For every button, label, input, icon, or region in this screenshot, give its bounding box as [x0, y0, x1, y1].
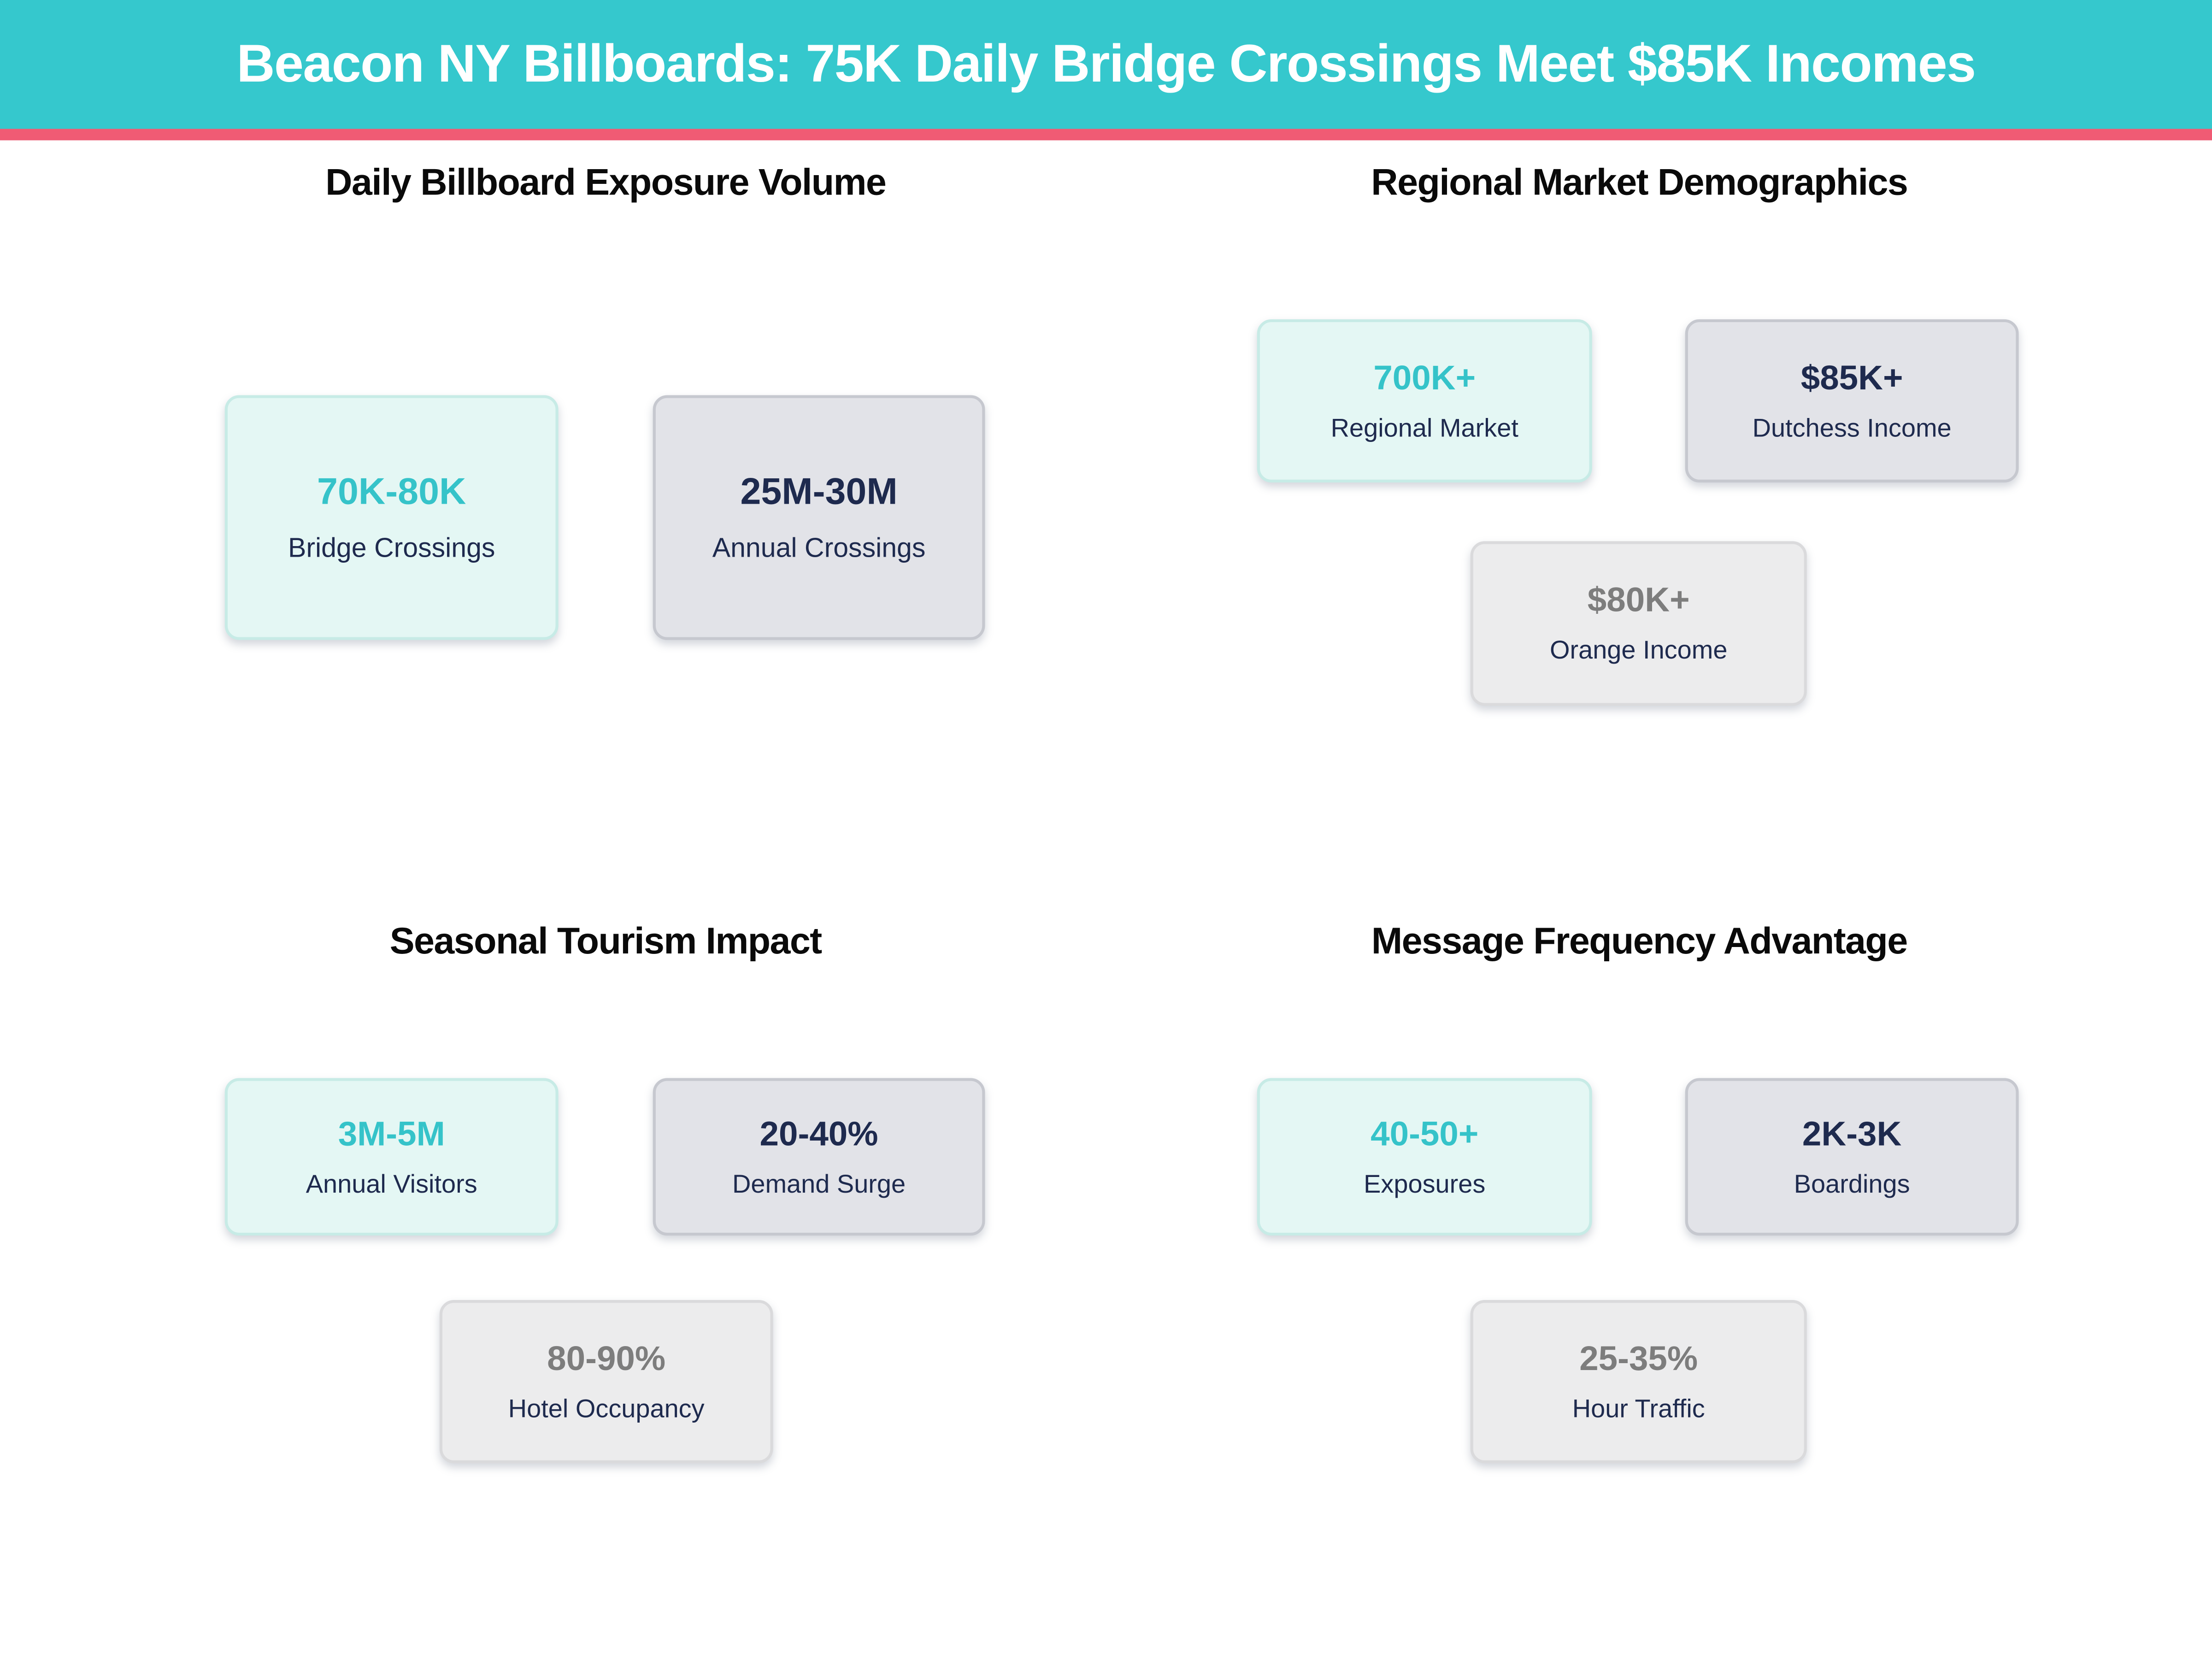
stat-value: 25-35%: [1579, 1339, 1698, 1378]
stat-card-orange-income: $80K+ Orange Income: [1470, 541, 1807, 706]
stat-label: Dutchess Income: [1752, 413, 1952, 442]
stat-value: 70K-80K: [317, 470, 466, 513]
stat-value: 2K-3K: [1802, 1114, 1902, 1153]
header-banner: Beacon NY Billboards: 75K Daily Bridge C…: [0, 0, 2212, 141]
stat-card-exposures: 40-50+ Exposures: [1257, 1078, 1592, 1236]
stat-value: 40-50+: [1371, 1114, 1479, 1153]
section-title-market-demographics: Regional Market Demographics: [1371, 160, 1908, 204]
stat-value: 20-40%: [759, 1114, 878, 1153]
stat-value: $85K+: [1800, 359, 1903, 398]
section-title-frequency-advantage: Message Frequency Advantage: [1371, 919, 1908, 962]
stat-card-boardings: 2K-3K Boardings: [1685, 1078, 2019, 1236]
stat-label: Annual Crossings: [712, 534, 926, 565]
stat-label: Boardings: [1794, 1169, 1910, 1198]
stat-card-annual-visitors: 3M-5M Annual Visitors: [224, 1078, 559, 1236]
stat-label: Annual Visitors: [306, 1169, 477, 1198]
page-title: Beacon NY Billboards: 75K Daily Bridge C…: [236, 34, 1976, 93]
stat-label: Hour Traffic: [1572, 1394, 1705, 1423]
stat-label: Demand Surge: [732, 1169, 906, 1198]
stat-card-regional-market: 700K+ Regional Market: [1257, 319, 1592, 482]
stat-label: Orange Income: [1549, 635, 1728, 665]
stat-value: 700K+: [1373, 359, 1476, 398]
stat-value: 3M-5M: [338, 1114, 445, 1153]
stat-card-hour-traffic: 25-35% Hour Traffic: [1470, 1300, 1807, 1464]
stat-card-demand-surge: 20-40% Demand Surge: [653, 1078, 985, 1236]
stat-card-bridge-crossings: 70K-80K Bridge Crossings: [224, 395, 559, 640]
section-title-exposure-volume: Daily Billboard Exposure Volume: [325, 160, 887, 204]
stat-label: Regional Market: [1330, 413, 1518, 442]
stat-card-dutchess-income: $85K+ Dutchess Income: [1685, 319, 2019, 482]
stat-label: Exposures: [1364, 1169, 1486, 1198]
section-title-tourism-impact: Seasonal Tourism Impact: [389, 919, 822, 962]
stat-card-hotel-occupancy: 80-90% Hotel Occupancy: [439, 1300, 773, 1464]
stat-value: 80-90%: [547, 1339, 666, 1378]
stat-value: 25M-30M: [740, 470, 898, 513]
stat-label: Bridge Crossings: [288, 534, 495, 565]
stat-label: Hotel Occupancy: [508, 1394, 705, 1423]
stat-value: $80K+: [1587, 581, 1690, 620]
stat-card-annual-crossings: 25M-30M Annual Crossings: [653, 395, 985, 640]
